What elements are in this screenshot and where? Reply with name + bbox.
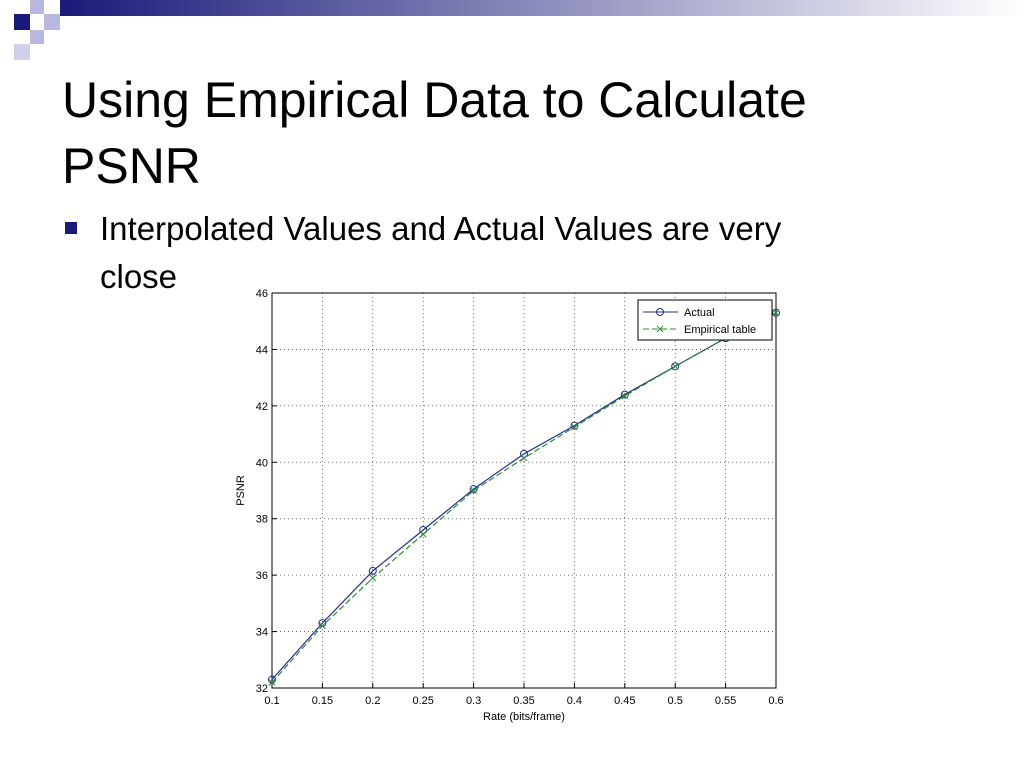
x-tick-label: 0.55 [715,695,736,707]
y-tick-label: 42 [256,401,268,413]
marker [368,566,377,575]
y-tick-label: 44 [256,344,268,356]
marker [570,421,579,430]
marker [470,487,477,494]
marker [520,454,528,462]
bullet [65,222,77,234]
y-tick-label: 38 [256,514,268,526]
marker [419,530,427,538]
x-tick-label: 0.3 [466,695,481,707]
x-tick-label: 0.25 [412,695,433,707]
marker [520,449,528,458]
deco-square [30,30,44,44]
marker [319,622,326,630]
title: PSNR [62,138,201,194]
legend-box [637,299,773,341]
x-tick-label: 0.4 [567,695,582,707]
chart: 32 34 36 38 40 42 44 46 0.1 0.15 0.2 0.25 0.3 0.35 0.4… [235,288,784,723]
marker [656,308,664,316]
marker [671,363,679,370]
deco-square [44,14,60,30]
legend-label: Actual [684,307,715,319]
plot-frame [271,292,777,689]
y-axis-label: PSNR [235,475,247,506]
y-tick-label: 46 [256,288,268,300]
marker [469,485,478,494]
y-tick-label: 40 [256,457,268,469]
y-tick-label: 34 [256,627,268,639]
x-tick-label: 0.6 [768,695,783,707]
marker [671,362,680,371]
x-axis-label: Rate (bits/frame) [483,711,565,723]
x-tick-label: 0.1 [264,695,279,707]
marker [571,423,578,431]
x-tick-label: 0.5 [668,695,683,707]
marker [656,325,664,333]
y-tick-label: 36 [256,570,268,582]
deco-square [14,44,30,60]
deco-square [14,14,30,30]
x-tick-label: 0.15 [312,695,333,707]
deco-square [30,0,44,14]
bullet-text: Interpolated Values and Actual Values ar… [100,210,782,247]
x-tick-label: 0.2 [365,695,380,707]
x-tick-label: 0.35 [513,695,534,707]
marker [268,679,276,686]
legend-label: Empirical table [684,324,756,336]
title: Using Empirical Data to Calculate [62,72,807,128]
marker [621,392,629,400]
y-tick-label: 32 [256,683,268,695]
bullet-text: close [100,258,177,295]
header-bar [60,0,1024,16]
marker [369,574,377,582]
marker [772,309,780,317]
x-tick-label: 0.45 [614,695,635,707]
